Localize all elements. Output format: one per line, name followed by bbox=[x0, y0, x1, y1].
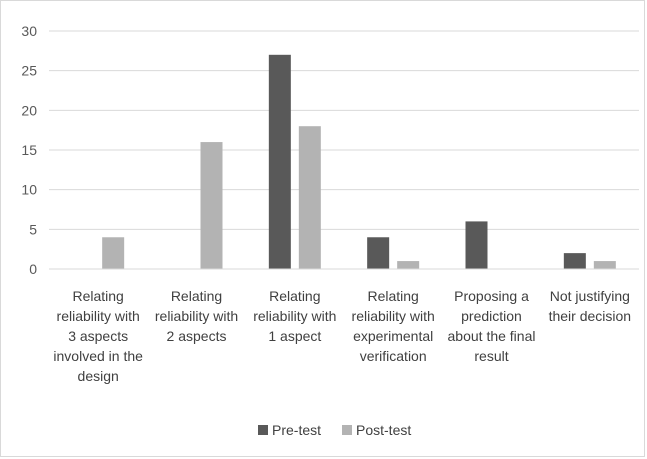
x-category-line: reliability with bbox=[253, 308, 336, 324]
x-category-label: Not justifying their decision bbox=[549, 288, 632, 324]
bars bbox=[102, 54, 616, 269]
x-category-label: Relating reliability with experimental veri… bbox=[352, 288, 435, 364]
x-category-line: Relating bbox=[72, 288, 123, 304]
legend: Pre-test Post-test bbox=[258, 422, 411, 438]
legend-label-post-test: Post-test bbox=[356, 422, 411, 438]
legend-label-pre-test: Pre-test bbox=[272, 422, 321, 438]
x-category-line: about the final bbox=[448, 328, 536, 344]
bar-pre-test-4 bbox=[465, 221, 488, 269]
bar-post-test-1 bbox=[200, 142, 223, 269]
gridlines bbox=[49, 30, 639, 230]
x-category-label: Relating reliability with 1 aspect bbox=[253, 288, 336, 344]
x-category-line: result bbox=[474, 348, 508, 364]
x-category-line: reliability with bbox=[155, 308, 238, 324]
x-category-label: Relating reliability with 2 aspects bbox=[155, 288, 238, 344]
x-category-line: Not justifying bbox=[550, 288, 630, 304]
bar-post-test-3 bbox=[397, 261, 420, 269]
x-category-line: their decision bbox=[549, 308, 632, 324]
x-category-line: 2 aspects bbox=[167, 328, 227, 344]
x-category-line: 3 aspects bbox=[68, 328, 128, 344]
x-category-line: Relating bbox=[367, 288, 418, 304]
bar-post-test-2 bbox=[298, 126, 321, 269]
bar-post-test-0 bbox=[102, 237, 125, 269]
x-category-line: prediction bbox=[461, 308, 522, 324]
y-axis-ticks: 0 5 10 15 20 25 30 bbox=[21, 23, 37, 277]
y-tick-label: 15 bbox=[21, 142, 37, 158]
x-category-line: 1 aspect bbox=[268, 328, 321, 344]
y-tick-label: 10 bbox=[21, 182, 37, 198]
bar-post-test-5 bbox=[593, 261, 616, 269]
y-tick-label: 25 bbox=[21, 63, 37, 79]
y-tick-label: 20 bbox=[21, 102, 37, 118]
bar-pre-test-3 bbox=[367, 237, 390, 269]
x-axis-categories: Relating reliability with 3 aspects involve… bbox=[53, 288, 631, 384]
x-category-line: involved in the bbox=[53, 348, 143, 364]
legend-swatch-post-test bbox=[342, 425, 352, 435]
x-category-line: reliability with bbox=[352, 308, 435, 324]
bar-pre-test-5 bbox=[563, 253, 586, 269]
y-tick-label: 0 bbox=[29, 261, 37, 277]
x-category-label: Proposing a prediction about the final resu… bbox=[448, 288, 536, 364]
x-category-line: Relating bbox=[269, 288, 320, 304]
x-category-line: reliability with bbox=[57, 308, 140, 324]
x-category-line: experimental bbox=[353, 328, 433, 344]
x-category-line: Relating bbox=[171, 288, 222, 304]
bar-pre-test-2 bbox=[268, 54, 291, 269]
y-tick-label: 5 bbox=[29, 221, 37, 237]
legend-swatch-pre-test bbox=[258, 425, 268, 435]
x-category-line: verification bbox=[360, 348, 427, 364]
x-category-line: Proposing a bbox=[454, 288, 529, 304]
x-category-line: design bbox=[78, 368, 119, 384]
x-category-label: Relating reliability with 3 aspects involve… bbox=[53, 288, 143, 384]
y-tick-label: 30 bbox=[21, 23, 37, 39]
